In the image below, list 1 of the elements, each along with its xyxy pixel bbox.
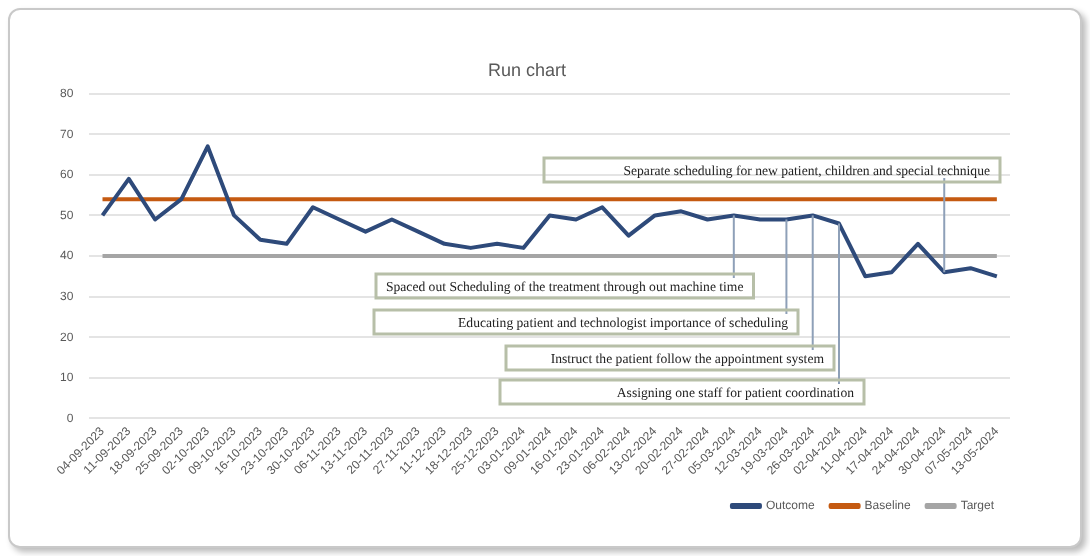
chart-title: Run chart — [487, 59, 568, 80]
